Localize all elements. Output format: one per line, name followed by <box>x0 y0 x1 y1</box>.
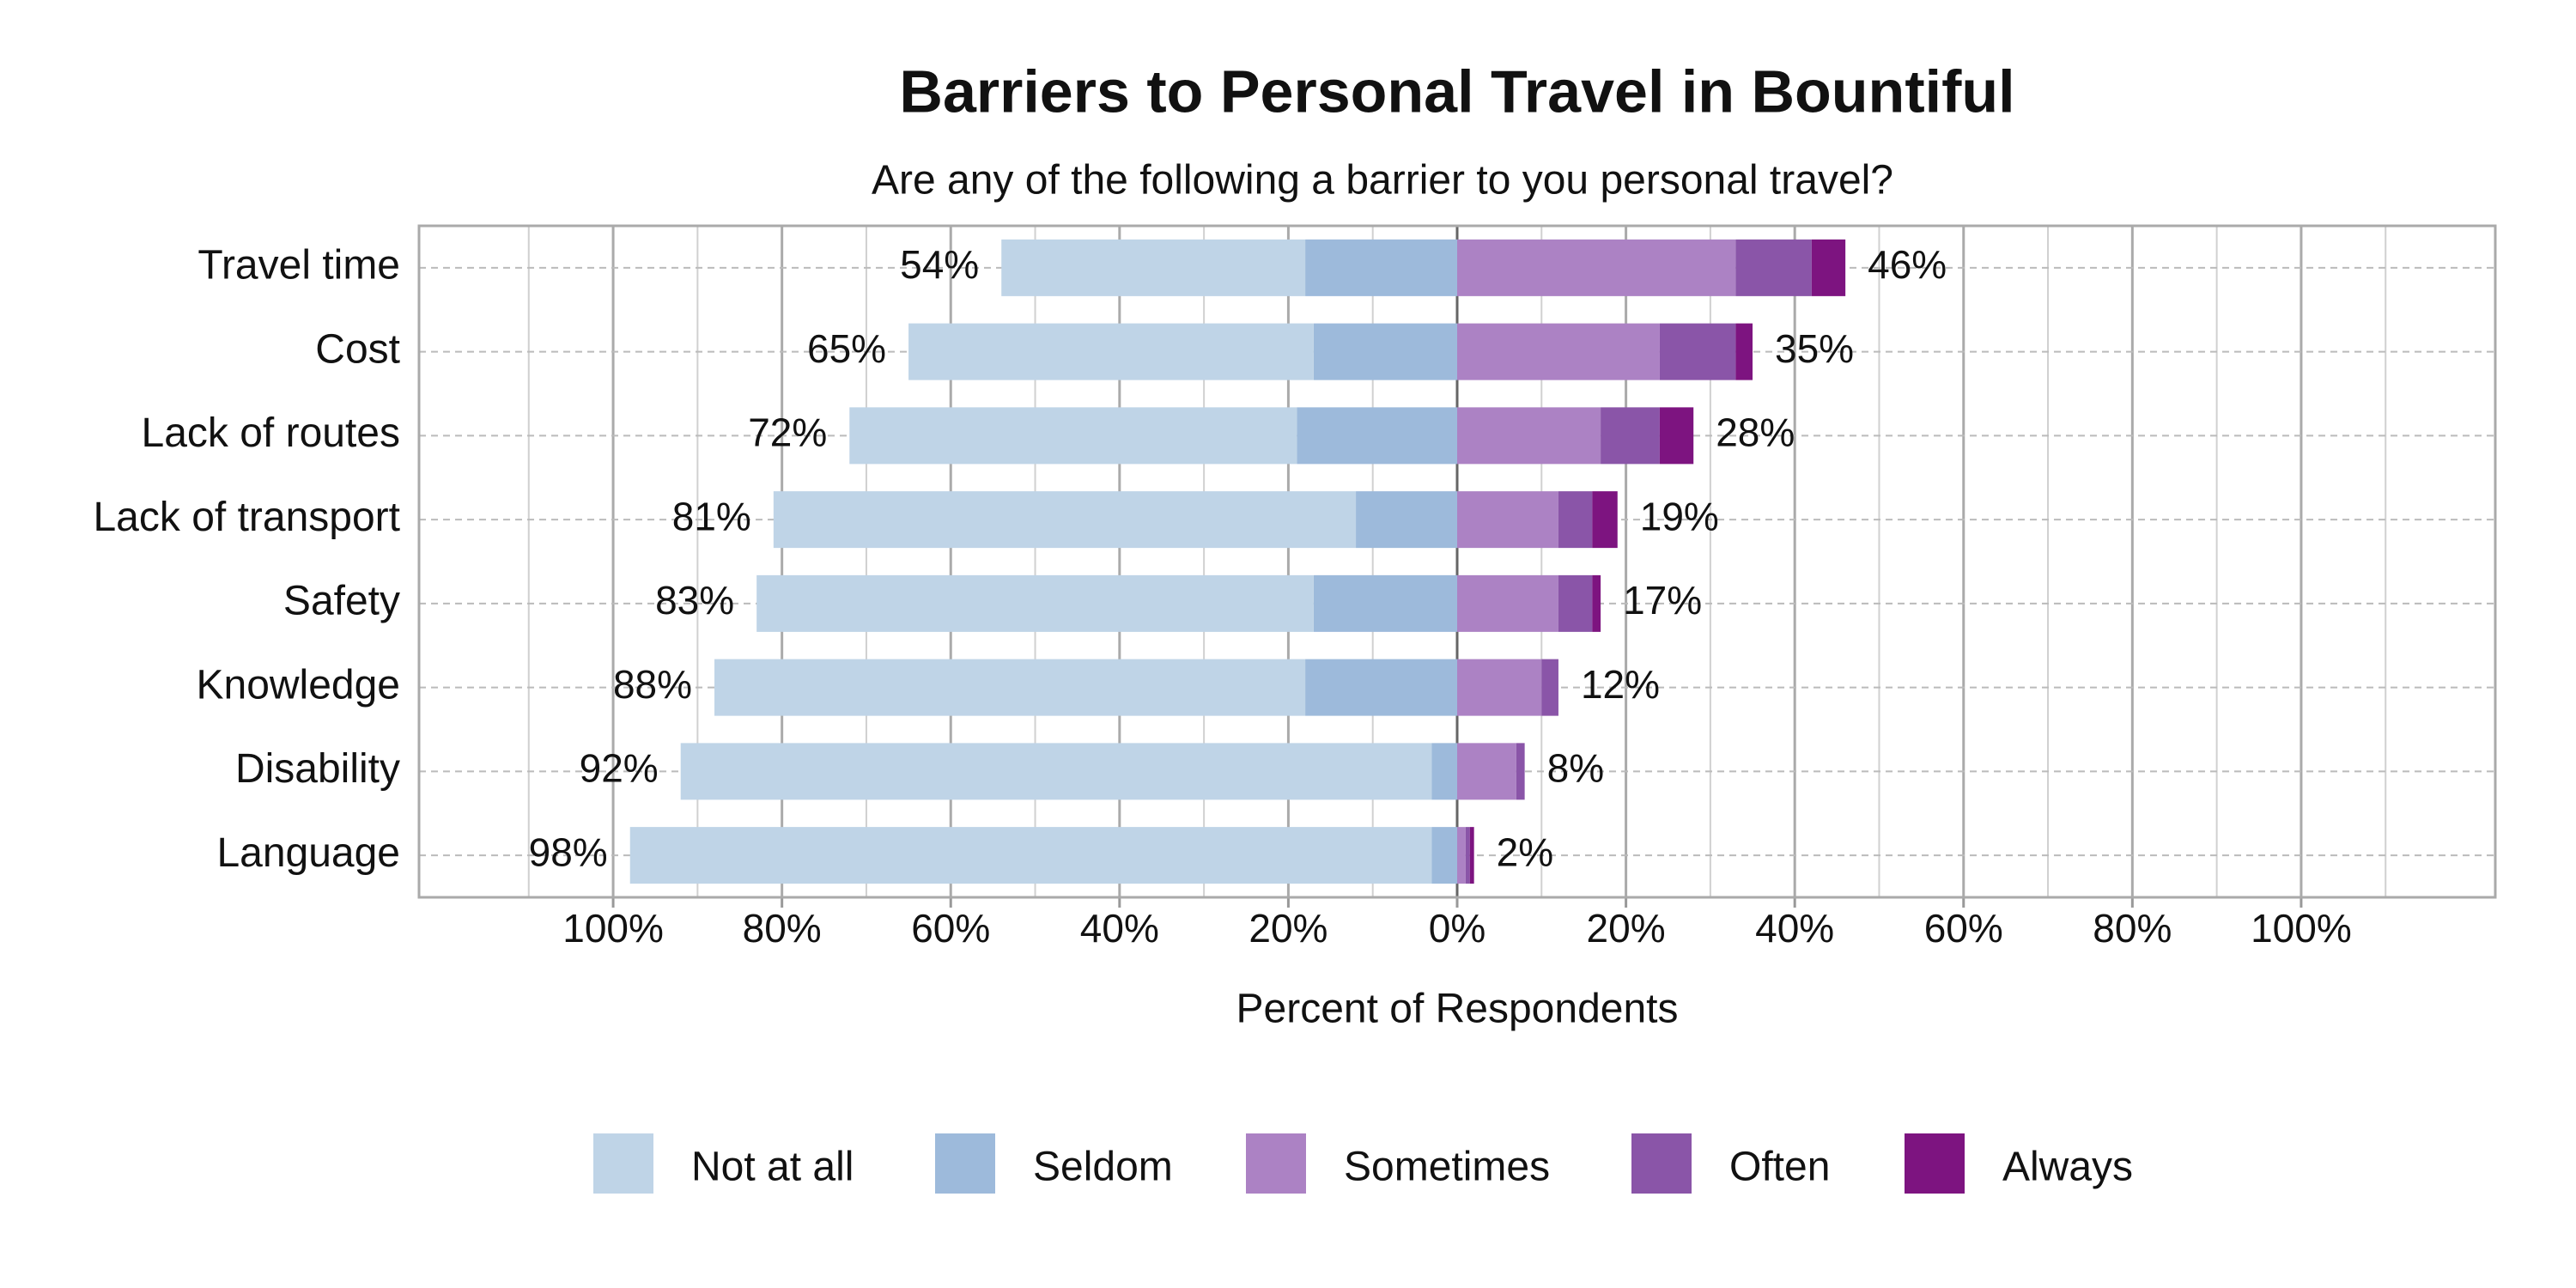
bar-segment <box>1558 491 1593 549</box>
bar-segment <box>849 407 1297 465</box>
bar-segment <box>1558 574 1593 632</box>
right-total-label: 28% <box>1716 410 1795 455</box>
x-tick-label: 0% <box>1429 906 1485 951</box>
right-total-label: 35% <box>1775 326 1854 371</box>
bar-segment <box>756 574 1314 632</box>
y-tick-label: Knowledge <box>196 662 400 708</box>
legend-swatch <box>1631 1133 1692 1194</box>
legend-swatch <box>935 1133 995 1194</box>
bar-segment <box>1601 407 1660 465</box>
right-total-label: 46% <box>1868 242 1947 287</box>
plot-frame <box>417 224 2497 899</box>
bar-segment <box>1431 827 1457 884</box>
y-tick-label: Cost <box>315 326 400 372</box>
legend-label: Not at all <box>691 1145 854 1190</box>
x-tick-label: 80% <box>2093 906 2172 951</box>
bar-segment <box>1457 743 1516 800</box>
left-total-label: 65% <box>807 326 886 371</box>
right-total-label: 17% <box>1623 578 1702 623</box>
bar-segment <box>1001 239 1306 296</box>
bar-segment <box>1313 574 1457 632</box>
bar-segment <box>1457 407 1601 465</box>
x-tick-label: 80% <box>743 906 822 951</box>
right-total-label: 12% <box>1581 662 1660 707</box>
legend-label: Sometimes <box>1344 1145 1550 1190</box>
bar-segment <box>1516 743 1525 800</box>
bar-segment <box>1457 659 1542 716</box>
bar-segment <box>1356 491 1457 549</box>
left-total-label: 83% <box>655 578 734 623</box>
left-total-label: 81% <box>672 494 751 538</box>
bar-segment <box>1469 827 1474 884</box>
bar-segment <box>629 827 1432 884</box>
y-tick-label: Lack of routes <box>142 410 401 456</box>
chart-subtitle: Are any of the following a barrier to yo… <box>872 158 1893 204</box>
left-total-label: 98% <box>529 829 608 874</box>
legend-swatch <box>1246 1133 1306 1194</box>
legend-label: Seldom <box>1033 1145 1173 1190</box>
bar-segment <box>1457 827 1466 884</box>
y-tick-label: Disability <box>235 746 400 792</box>
legend-swatch <box>593 1133 653 1194</box>
bar-segment <box>773 491 1357 549</box>
left-total-label: 92% <box>580 746 659 791</box>
bar-segment <box>1592 491 1618 549</box>
bar-segment <box>1659 323 1736 380</box>
legend-label: Always <box>2002 1145 2133 1190</box>
chart-title: Barriers to Personal Travel in Bountiful <box>899 58 2014 125</box>
bar-segment <box>908 323 1314 380</box>
x-axis-title: Percent of Respondents <box>1236 987 1679 1032</box>
bar-segment <box>1659 407 1694 465</box>
bar-segment <box>1457 574 1558 632</box>
y-tick-label: Travel time <box>197 243 400 289</box>
x-tick-label: 100% <box>2251 906 2352 951</box>
x-tick-label: 40% <box>1755 906 1834 951</box>
x-tick-label: 100% <box>562 906 664 951</box>
bar-segment <box>1313 323 1457 380</box>
bar-segment <box>1431 743 1457 800</box>
bar-segment <box>680 743 1432 800</box>
bar-segment <box>1465 827 1470 884</box>
x-tick-label: 40% <box>1080 906 1159 951</box>
left-total-label: 72% <box>748 410 827 455</box>
x-tick-label: 20% <box>1587 906 1666 951</box>
bar-segment <box>1735 323 1753 380</box>
y-tick-label: Language <box>216 830 400 876</box>
legend-swatch <box>1905 1133 1965 1194</box>
right-total-label: 19% <box>1640 494 1719 538</box>
bar-segment <box>1735 239 1812 296</box>
bar-segment <box>1541 659 1558 716</box>
bar-segment <box>1305 659 1457 716</box>
bar-segment <box>1457 239 1736 296</box>
bar-segment <box>1457 491 1558 549</box>
y-tick-label: Lack of transport <box>93 495 400 540</box>
bar-segment <box>1592 574 1601 632</box>
y-tick-label: Safety <box>283 579 400 624</box>
bar-segment <box>1811 239 1846 296</box>
right-total-label: 2% <box>1497 829 1553 874</box>
bar-segment <box>1457 323 1660 380</box>
left-total-label: 54% <box>900 242 979 287</box>
bar-segment <box>1297 407 1457 465</box>
x-tick-label: 60% <box>911 906 990 951</box>
right-total-label: 8% <box>1547 746 1604 791</box>
legend-label: Often <box>1729 1145 1830 1190</box>
left-total-label: 88% <box>613 662 692 707</box>
x-tick-label: 20% <box>1249 906 1327 951</box>
bar-segment <box>714 659 1306 716</box>
bar-segment <box>1305 239 1457 296</box>
x-tick-label: 60% <box>1924 906 2003 951</box>
